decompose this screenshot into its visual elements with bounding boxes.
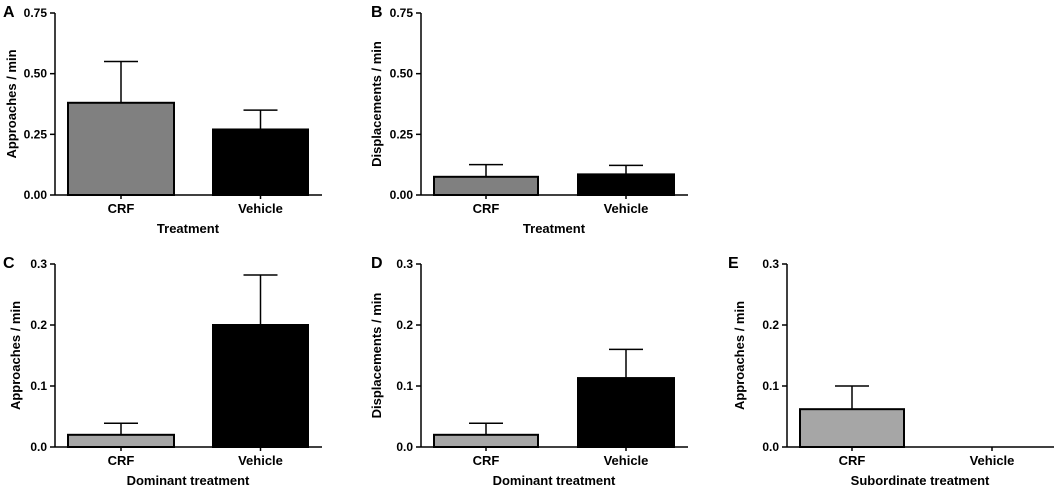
bar-crf	[433, 175, 539, 197]
panel-letter-b: B	[371, 4, 383, 21]
y-tick-label: 0.3	[762, 257, 779, 271]
panel-d: D 0.0 0.1 0.2 0.3 Displacements / min CRF Vehic…	[369, 255, 688, 488]
x-axis-title: Dominant treatment	[493, 473, 616, 488]
y-tick-label: 0.75	[390, 6, 414, 20]
x-tick-label-crf: CRF	[108, 453, 135, 468]
panel-letter-c: C	[3, 255, 15, 272]
y-axis-label: Displacements / min	[369, 293, 384, 419]
bar-crf	[67, 101, 175, 196]
panel-b: B 0.00 0.25 0.50 0.75 Displacements / min CRF V…	[369, 4, 688, 236]
x-tick-label-crf: CRF	[108, 201, 135, 216]
y-tick-label: 0.50	[24, 67, 48, 81]
y-axis-label: Approaches / min	[732, 301, 747, 410]
y-tick-label: 0.2	[396, 318, 413, 332]
y-tick-label: 0.75	[24, 6, 48, 20]
y-axis-label: Displacements / min	[369, 41, 384, 167]
panel-e: E 0.0 0.1 0.2 0.3 Approaches / min CRF Vehicle S…	[728, 255, 1054, 488]
bar-vehicle	[577, 377, 675, 449]
bar-vehicle	[212, 128, 309, 196]
y-axis-label: Approaches / min	[8, 301, 23, 410]
y-tick-label: 0.2	[762, 318, 779, 332]
x-tick-label-vehicle: Vehicle	[604, 453, 649, 468]
x-tick-label-crf: CRF	[473, 453, 500, 468]
y-tick-label: 0.1	[396, 379, 413, 393]
y-tick-label: 0.0	[396, 440, 413, 454]
x-axis-title: Dominant treatment	[127, 473, 250, 488]
x-tick-label-vehicle: Vehicle	[604, 201, 649, 216]
x-axis-title: Treatment	[157, 221, 220, 236]
y-tick-label: 0.0	[762, 440, 779, 454]
bar-vehicle	[212, 324, 309, 448]
y-tick-label: 0.00	[390, 188, 414, 202]
y-tick-label: 0.3	[30, 257, 47, 271]
bar-crf	[67, 433, 175, 448]
y-tick-label: 0.2	[30, 318, 47, 332]
x-tick-label-crf: CRF	[473, 201, 500, 216]
y-tick-label: 0.0	[30, 440, 47, 454]
y-tick-label: 0.25	[390, 127, 414, 141]
y-tick-label: 0.1	[762, 379, 779, 393]
x-tick-label-crf: CRF	[839, 453, 866, 468]
panel-letter-d: D	[371, 255, 383, 272]
y-tick-label: 0.3	[396, 257, 413, 271]
y-tick-label: 0.50	[390, 67, 414, 81]
panel-letter-a: A	[3, 4, 15, 21]
panel-c: C 0.0 0.1 0.2 0.3 Approaches / min CRF Vehicle D…	[3, 255, 322, 488]
y-axis-label: Approaches / min	[4, 49, 19, 158]
x-tick-label-vehicle: Vehicle	[238, 453, 283, 468]
x-tick-label-vehicle: Vehicle	[238, 201, 283, 216]
x-tick-label-vehicle: Vehicle	[970, 453, 1015, 468]
panel-letter-e: E	[728, 255, 739, 272]
panel-a: A 0.00 0.25 0.50 0.75 Approaches / min CRF Vehi…	[3, 4, 322, 236]
y-tick-label: 0.00	[24, 188, 48, 202]
y-tick-label: 0.1	[30, 379, 47, 393]
x-axis-title: Treatment	[523, 221, 586, 236]
y-tick-label: 0.25	[24, 127, 48, 141]
bar-crf	[799, 408, 905, 448]
bar-vehicle	[577, 173, 675, 197]
bar-crf	[433, 433, 539, 448]
x-axis-title: Subordinate treatment	[851, 473, 990, 488]
